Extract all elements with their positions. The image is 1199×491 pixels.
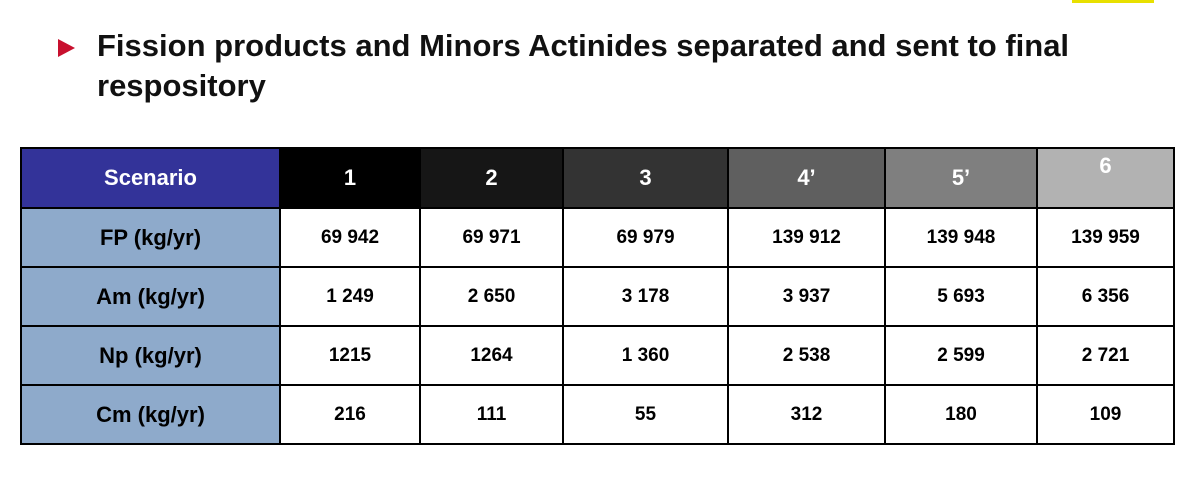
table-cell: 3 937 (727, 266, 886, 327)
table-cell: 1 249 (279, 266, 421, 327)
table-cell: 69 979 (562, 207, 729, 268)
triangle-bullet-icon (58, 39, 75, 57)
table-row: Np (kg/yr) 1215 1264 1 360 2 538 2 599 2… (20, 325, 1175, 386)
scenario-column-4: 4’ (727, 147, 886, 209)
scenario-column-3: 3 (562, 147, 729, 209)
table-cell: 69 971 (419, 207, 564, 268)
row-label-np: Np (kg/yr) (20, 325, 281, 386)
table-cell: 109 (1036, 384, 1175, 445)
table-cell: 1215 (279, 325, 421, 386)
corner-accent-bar (1072, 0, 1154, 3)
table-cell: 139 912 (727, 207, 886, 268)
row-label-am: Am (kg/yr) (20, 266, 281, 327)
bullet-heading-text: Fission products and Minors Actinides se… (97, 28, 1070, 103)
table-row: FP (kg/yr) 69 942 69 971 69 979 139 912 … (20, 207, 1175, 268)
scenario-column-6: 6 (1036, 147, 1175, 209)
table-cell: 3 178 (562, 266, 729, 327)
scenario-header-cell: Scenario (20, 147, 281, 209)
table-cell: 139 959 (1036, 207, 1175, 268)
table-cell: 1264 (419, 325, 564, 386)
table-cell: 180 (884, 384, 1038, 445)
row-label-cm: Cm (kg/yr) (20, 384, 281, 445)
table-cell: 55 (562, 384, 729, 445)
table-cell: 2 650 (419, 266, 564, 327)
table-header-row: Scenario 1 2 3 4’ 5’ 6 (20, 147, 1175, 209)
table-cell: 6 356 (1036, 266, 1175, 327)
scenario-column-2: 2 (419, 147, 564, 209)
table-row: Am (kg/yr) 1 249 2 650 3 178 3 937 5 693… (20, 266, 1175, 327)
scenario-column-5: 5’ (884, 147, 1038, 209)
table-cell: 2 538 (727, 325, 886, 386)
table-cell: 2 721 (1036, 325, 1175, 386)
table-cell: 1 360 (562, 325, 729, 386)
bullet-point: Fission products and Minors Actinides se… (58, 26, 1178, 106)
table-cell: 5 693 (884, 266, 1038, 327)
table-cell: 111 (419, 384, 564, 445)
scenario-column-1: 1 (279, 147, 421, 209)
table-cell: 69 942 (279, 207, 421, 268)
scenario-table: Scenario 1 2 3 4’ 5’ 6 FP (kg/yr) 69 942… (20, 147, 1175, 445)
table-cell: 2 599 (884, 325, 1038, 386)
table-row: Cm (kg/yr) 216 111 55 312 180 109 (20, 384, 1175, 445)
table-cell: 139 948 (884, 207, 1038, 268)
table-cell: 216 (279, 384, 421, 445)
table-cell: 312 (727, 384, 886, 445)
row-label-fp: FP (kg/yr) (20, 207, 281, 268)
